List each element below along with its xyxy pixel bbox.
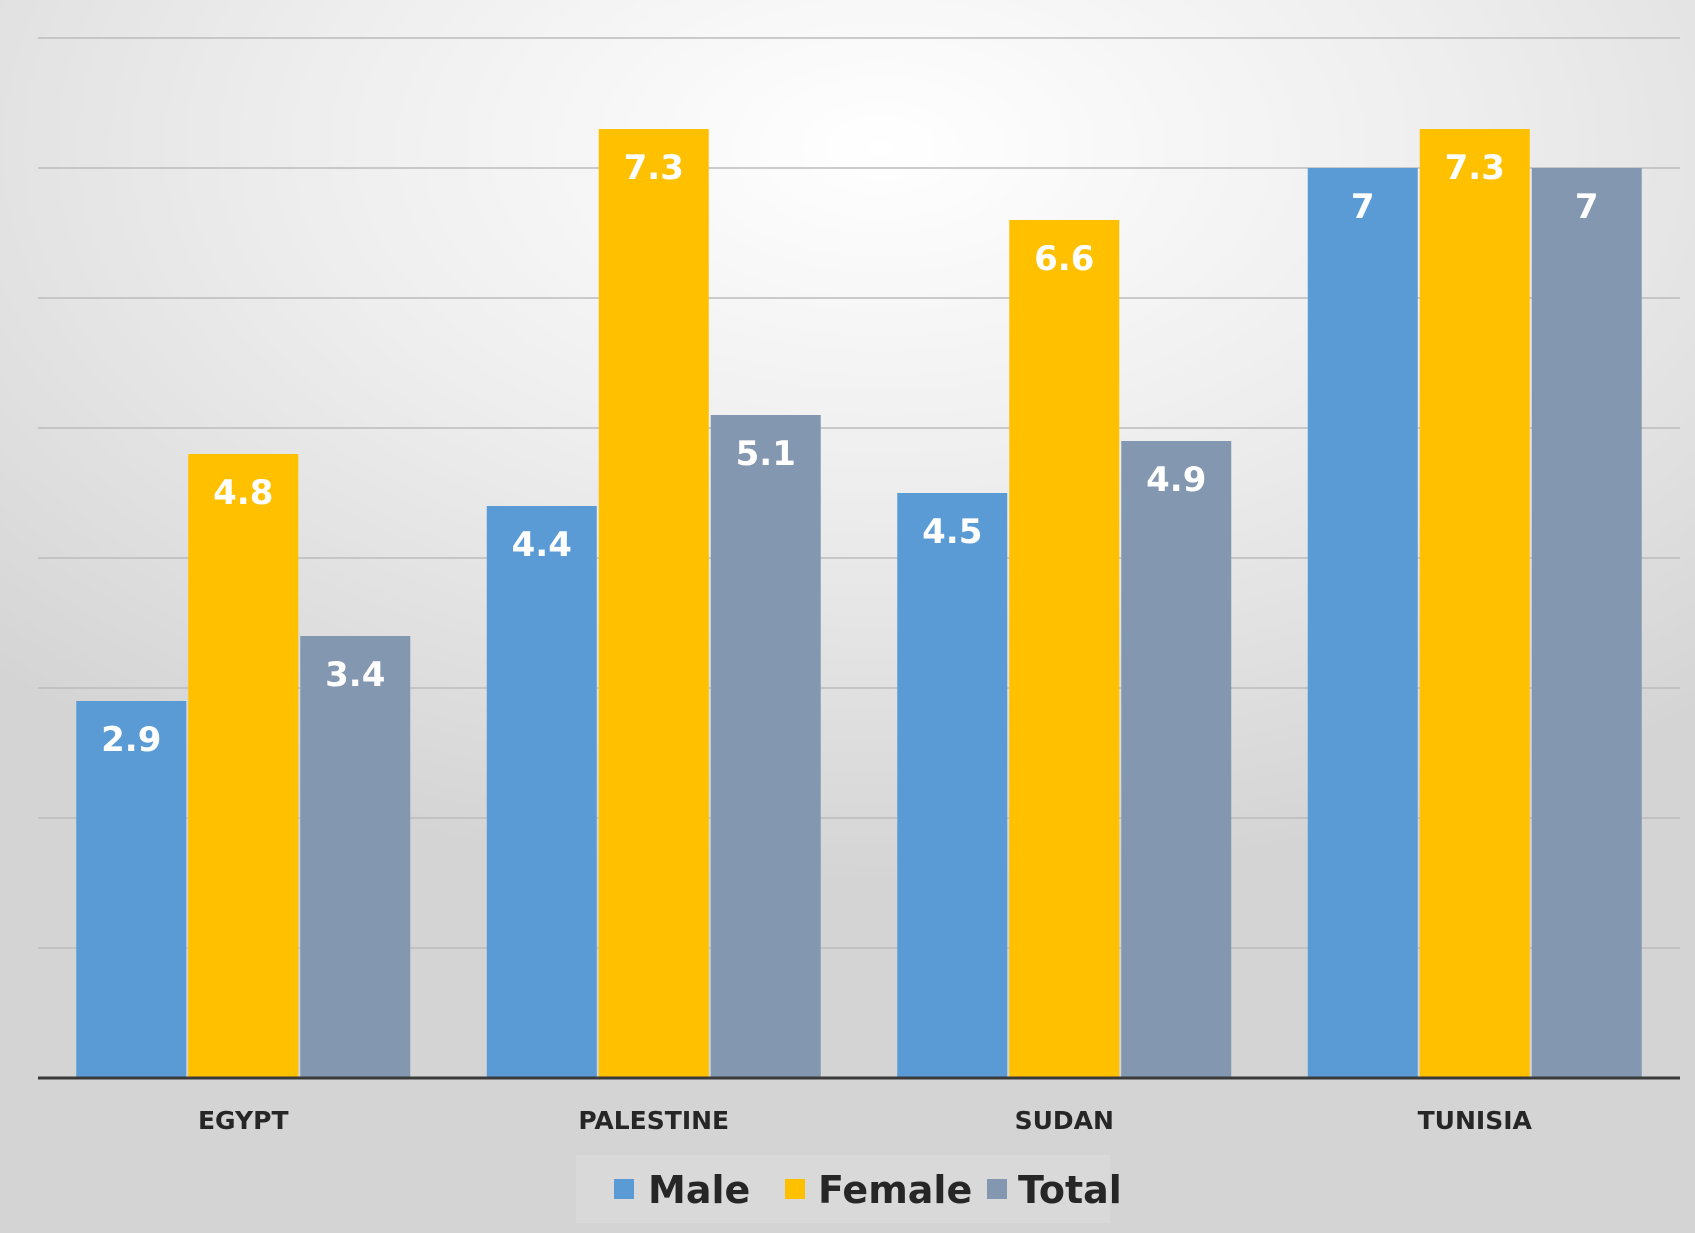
data-label-female-tunisia: 7.3 <box>1445 148 1505 188</box>
data-label-total-tunisia: 7 <box>1575 187 1599 227</box>
legend: Male Female Total <box>576 1155 1122 1223</box>
bar-total-sudan <box>1121 441 1232 1078</box>
bar-total-tunisia <box>1531 168 1642 1078</box>
bar-male-palestine <box>486 506 597 1078</box>
category-label-sudan: SUDAN <box>1015 1106 1114 1135</box>
data-label-total-egypt: 3.4 <box>325 655 385 695</box>
legend-box <box>576 1155 1110 1223</box>
data-labels: 2.9 4.8 3.4 4.4 7.3 5.1 4.5 6.6 4.9 7 7.3 7 <box>101 148 1598 760</box>
legend-label-total: Total <box>1018 1168 1122 1212</box>
data-label-male-palestine: 4.4 <box>512 525 572 565</box>
data-label-female-palestine: 7.3 <box>624 148 684 188</box>
legend-label-female: Female <box>818 1168 972 1212</box>
data-label-female-egypt: 4.8 <box>213 473 273 513</box>
data-label-male-egypt: 2.9 <box>101 720 161 760</box>
category-label-egypt: EGYPT <box>198 1106 289 1135</box>
bar-female-palestine <box>598 129 709 1078</box>
bar-male-egypt <box>76 701 187 1078</box>
category-label-palestine: PALESTINE <box>578 1106 729 1135</box>
bar-male-sudan <box>897 493 1008 1078</box>
legend-swatch-total <box>987 1179 1007 1199</box>
legend-swatch-male <box>614 1179 634 1199</box>
data-label-total-sudan: 4.9 <box>1146 460 1206 500</box>
x-axis: EGYPT PALESTINE SUDAN TUNISIA <box>38 1076 1680 1135</box>
bar-male-tunisia <box>1307 168 1418 1078</box>
data-label-male-tunisia: 7 <box>1351 187 1375 227</box>
bar-female-egypt <box>188 454 299 1078</box>
bar-female-sudan <box>1009 220 1120 1078</box>
data-label-male-sudan: 4.5 <box>922 512 982 552</box>
bar-female-tunisia <box>1419 129 1530 1078</box>
bar-total-egypt <box>300 636 411 1078</box>
data-label-female-sudan: 6.6 <box>1034 239 1094 279</box>
bar-total-palestine <box>710 415 821 1078</box>
category-label-tunisia: TUNISIA <box>1418 1106 1533 1135</box>
legend-label-male: Male <box>648 1168 750 1212</box>
bars <box>76 129 1642 1078</box>
legend-swatch-female <box>785 1179 805 1199</box>
data-label-total-palestine: 5.1 <box>736 434 796 474</box>
